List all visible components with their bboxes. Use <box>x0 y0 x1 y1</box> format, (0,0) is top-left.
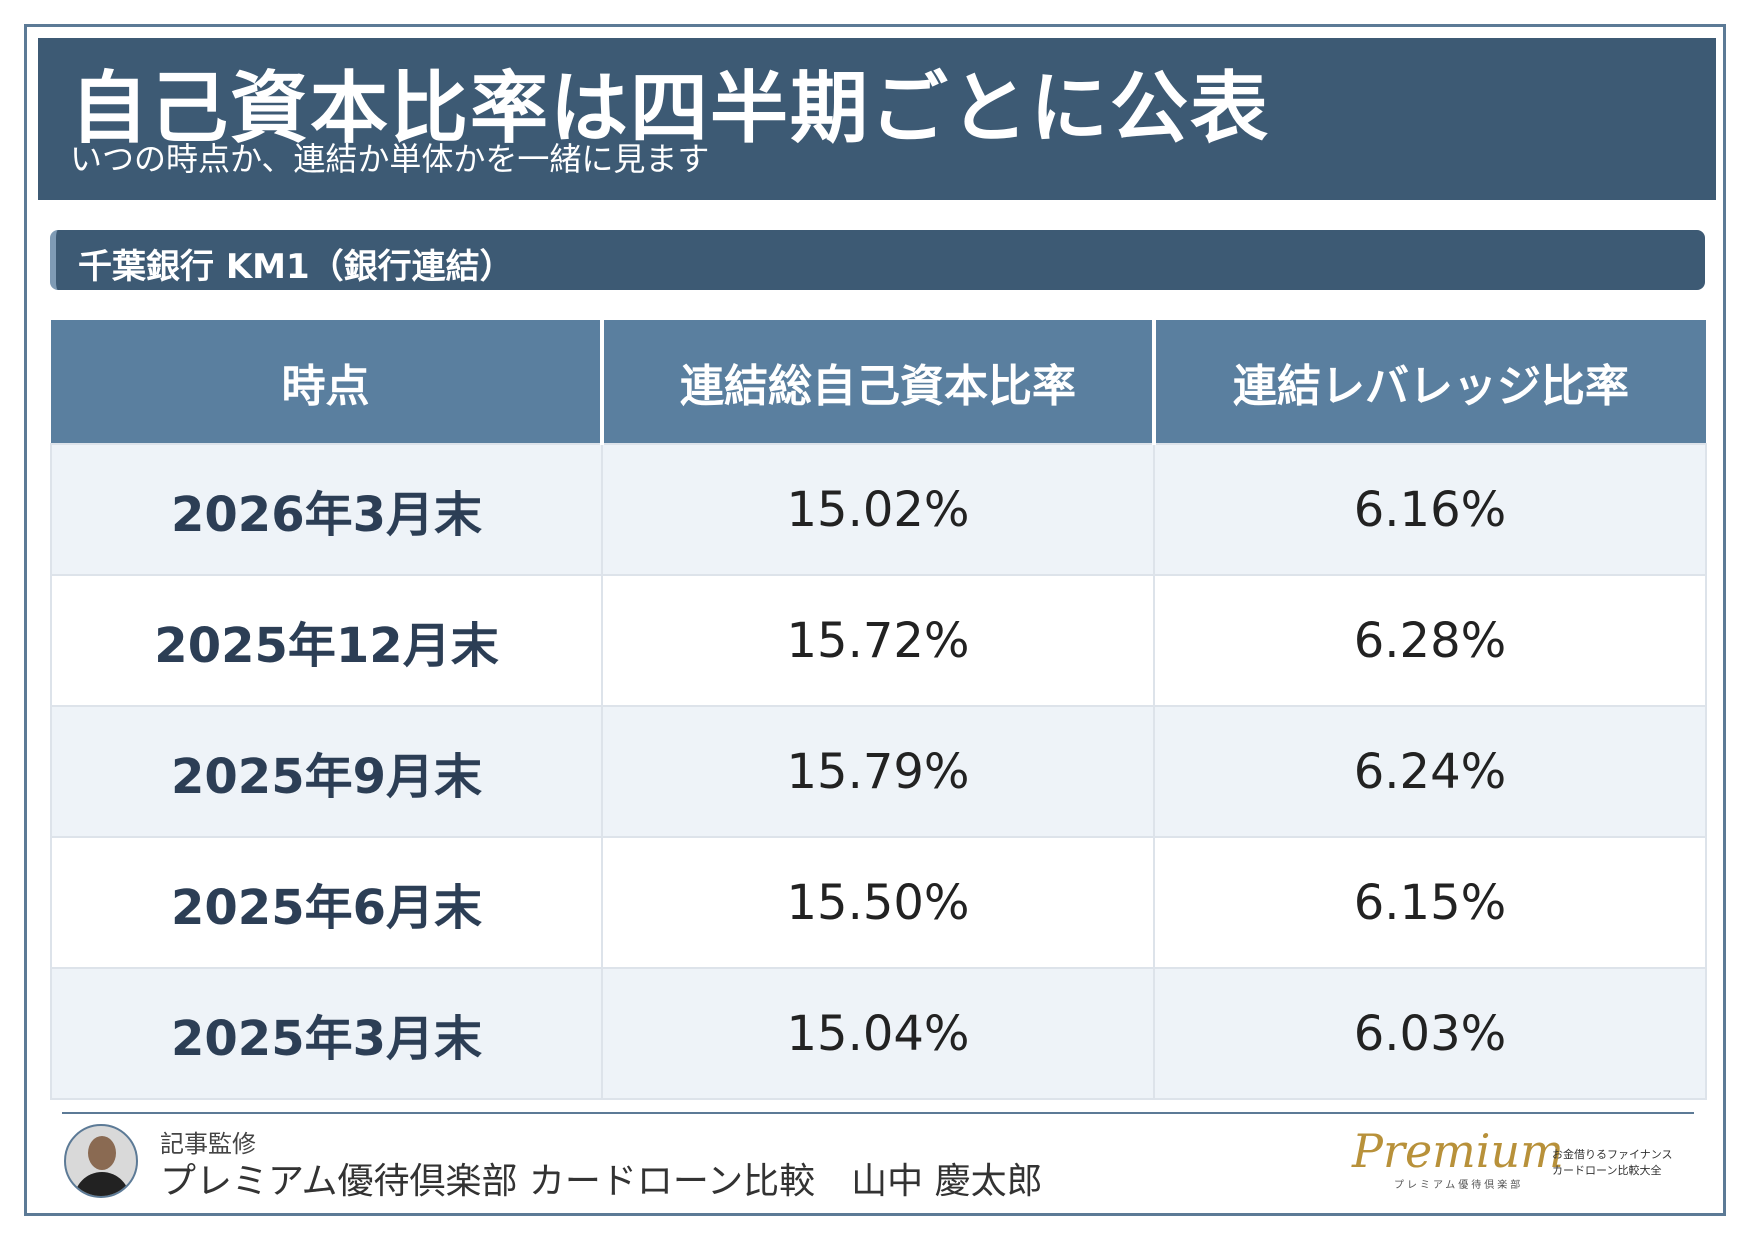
ratio-table: 時点 連結総自己資本比率 連結レバレッジ比率 2026年3月末 15.02% 6… <box>50 320 1707 1100</box>
page-subtitle: いつの時点か、連結か単体かを一緒に見ます <box>70 140 710 178</box>
section-label: 千葉銀行 KM1（銀行連結） <box>78 247 514 287</box>
header-leverage-ratio: 連結レバレッジ比率 <box>1154 320 1706 444</box>
header-banner: 自己資本比率は四半期ごとに公表 いつの時点か、連結か単体かを一緒に見ます <box>38 38 1716 200</box>
logo-tagline-1: お金借りるファイナンス <box>1552 1148 1673 1161</box>
table-row: 2025年12月末 15.72% 6.28% <box>50 574 1707 707</box>
logo-subtext: プレミアム優待倶楽部 <box>1394 1180 1524 1191</box>
cell-date: 2025年6月末 <box>50 836 603 969</box>
cell-leverage-ratio: 6.16% <box>1153 443 1707 576</box>
cell-date: 2025年3月末 <box>50 967 603 1100</box>
cell-capital-ratio: 15.50% <box>601 836 1155 969</box>
table-header-row: 時点 連結総自己資本比率 連結レバレッジ比率 <box>51 320 1706 444</box>
section-heading: 千葉銀行 KM1（銀行連結） <box>50 230 1705 290</box>
header-capital-ratio: 連結総自己資本比率 <box>602 320 1156 444</box>
cell-leverage-ratio: 6.15% <box>1153 836 1707 969</box>
avatar-body-shape <box>74 1172 130 1196</box>
cell-capital-ratio: 15.04% <box>601 967 1155 1100</box>
table-row: 2025年3月末 15.04% 6.03% <box>50 967 1707 1100</box>
logo-tagline-2: カードローン比較大全 <box>1552 1164 1662 1177</box>
supervisor-avatar <box>64 1124 138 1198</box>
cell-date: 2025年12月末 <box>50 574 603 707</box>
cell-capital-ratio: 15.02% <box>601 443 1155 576</box>
table-row: 2025年9月末 15.79% 6.24% <box>50 705 1707 838</box>
cell-date: 2026年3月末 <box>50 443 603 576</box>
cell-date: 2025年9月末 <box>50 705 603 838</box>
footer-divider <box>62 1112 1694 1114</box>
table-row: 2025年6月末 15.50% 6.15% <box>50 836 1707 969</box>
table-row: 2026年3月末 15.02% 6.16% <box>50 443 1707 576</box>
avatar-head-shape <box>88 1136 116 1170</box>
supervisor-name: プレミアム優待倶楽部 カードローン比較 山中 慶太郎 <box>160 1161 1043 1202</box>
cell-capital-ratio: 15.72% <box>601 574 1155 707</box>
cell-leverage-ratio: 6.03% <box>1153 967 1707 1100</box>
page-title: 自己資本比率は四半期ごとに公表 <box>70 64 1271 154</box>
premium-logo: Premium プレミアム優待倶楽部 お金借りるファイナンス カードローン比較大… <box>1352 1124 1692 1200</box>
cell-leverage-ratio: 6.24% <box>1153 705 1707 838</box>
cell-capital-ratio: 15.79% <box>601 705 1155 838</box>
supervisor-label: 記事監修 <box>160 1130 256 1158</box>
cell-leverage-ratio: 6.28% <box>1153 574 1707 707</box>
header-date: 時点 <box>51 320 604 444</box>
logo-script-text: Premium <box>1352 1124 1564 1178</box>
